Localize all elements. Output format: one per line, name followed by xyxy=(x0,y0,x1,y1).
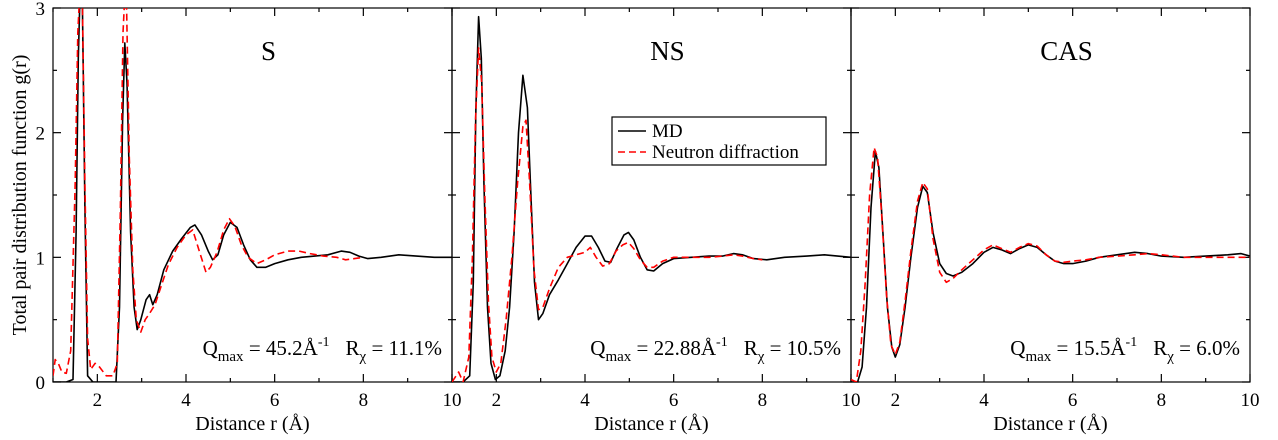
annotation-q-sub: max xyxy=(605,349,631,365)
x-tick-label: 2 xyxy=(891,390,901,411)
annotation-r-value: = 11.1% xyxy=(366,336,442,360)
panel-s: 2 4 6 8 0 1 2 3 Distance r (Å) S Qmax = 45.2Å-1 Rχ … xyxy=(36,0,453,435)
x-tick-label-boundary: 10 xyxy=(842,390,861,411)
x-tick-label: 4 xyxy=(979,390,989,411)
y-tick-label: 2 xyxy=(36,124,46,145)
annotation-q-sup: -1 xyxy=(716,335,728,350)
annotation-q-value: = 22.88Å xyxy=(631,336,717,360)
x-tick-label: 8 xyxy=(758,390,768,411)
panel-title: NS xyxy=(650,36,685,66)
annotation-q-sub: max xyxy=(1025,349,1051,365)
annotation-r-value: = 6.0% xyxy=(1174,336,1240,360)
annotation-q-value: = 45.2Å xyxy=(244,336,319,360)
x-tick-label: 2 xyxy=(93,390,103,411)
x-tick-label: 4 xyxy=(580,390,590,411)
annotation-q-sub: max xyxy=(218,349,244,365)
annotation-r-sub: χ xyxy=(359,349,367,365)
x-tick-label: 8 xyxy=(1157,390,1167,411)
series-md-line xyxy=(53,8,452,382)
annotation-r-sub: χ xyxy=(1166,349,1174,365)
legend-entry-label: MD xyxy=(652,121,683,142)
legend-box xyxy=(611,116,827,166)
x-tick-label: 6 xyxy=(270,390,280,411)
y-tick-label: 3 xyxy=(36,0,46,20)
x-axis-label: Distance r (Å) xyxy=(993,413,1107,435)
fit-annotation: Qmax = 22.88Å-1 Rχ = 10.5% xyxy=(590,335,841,365)
x-axis-label: Distance r (Å) xyxy=(195,413,309,435)
series-neutron-diffraction-line xyxy=(452,47,763,382)
plot-frame xyxy=(52,7,453,383)
annotation-q-prefix: Q xyxy=(1010,336,1025,360)
x-tick-label: 6 xyxy=(669,390,679,411)
fit-annotation: Qmax = 15.5Å-1 Rχ = 6.0% xyxy=(1010,335,1240,365)
panel-title: CAS xyxy=(1040,36,1093,66)
annotation-q-prefix: Q xyxy=(590,336,605,360)
annotation-q-value: = 15.5Å xyxy=(1051,336,1126,360)
x-tick-label: 4 xyxy=(181,390,191,411)
panel-title: S xyxy=(261,36,276,66)
x-tick-label: 10 xyxy=(1241,390,1260,411)
x-tick-label: 6 xyxy=(1068,390,1078,411)
panel-cas: 2 4 6 8 10 10 Distance r (Å) CAS Qmax = 15.5Å-1 R… xyxy=(842,7,1260,435)
annotation-r-prefix: R xyxy=(1153,336,1167,360)
panels: 2 4 6 8 0 1 2 3 Distance r (Å) S Qmax = 45.2Å-1 Rχ … xyxy=(36,0,1260,435)
y-tick-label: 1 xyxy=(36,248,46,269)
annotation-q-sup: -1 xyxy=(1126,335,1138,350)
x-tick-label-boundary: 10 xyxy=(443,390,462,411)
legend-entry-label: Neutron diffraction xyxy=(652,142,799,163)
annotation-r-value: = 10.5% xyxy=(764,336,841,360)
annotation-r-prefix: R xyxy=(346,336,360,360)
x-tick-label: 2 xyxy=(492,390,502,411)
annotation-r-sub: χ xyxy=(757,349,765,365)
x-axis-label: Distance r (Å) xyxy=(594,413,708,435)
annotation-q-sup: -1 xyxy=(318,335,330,350)
series-neutron-diffraction-line xyxy=(53,8,364,377)
series-md-line xyxy=(452,15,851,382)
fit-annotation: Qmax = 45.2Å-1 Rχ = 11.1% xyxy=(203,335,442,365)
series-md-line xyxy=(851,150,1250,382)
y-tick-label: 0 xyxy=(36,373,46,394)
x-tick-label: 8 xyxy=(359,390,369,411)
annotation-r-prefix: R xyxy=(744,336,758,360)
panel-ns: 2 4 6 8 10 Distance r (Å) NS Qmax = 22.88Å-1 Rχ … xyxy=(443,7,852,435)
y-axis-label: Total pair distribution function g(r) xyxy=(9,55,31,336)
annotation-q-prefix: Q xyxy=(203,336,218,360)
